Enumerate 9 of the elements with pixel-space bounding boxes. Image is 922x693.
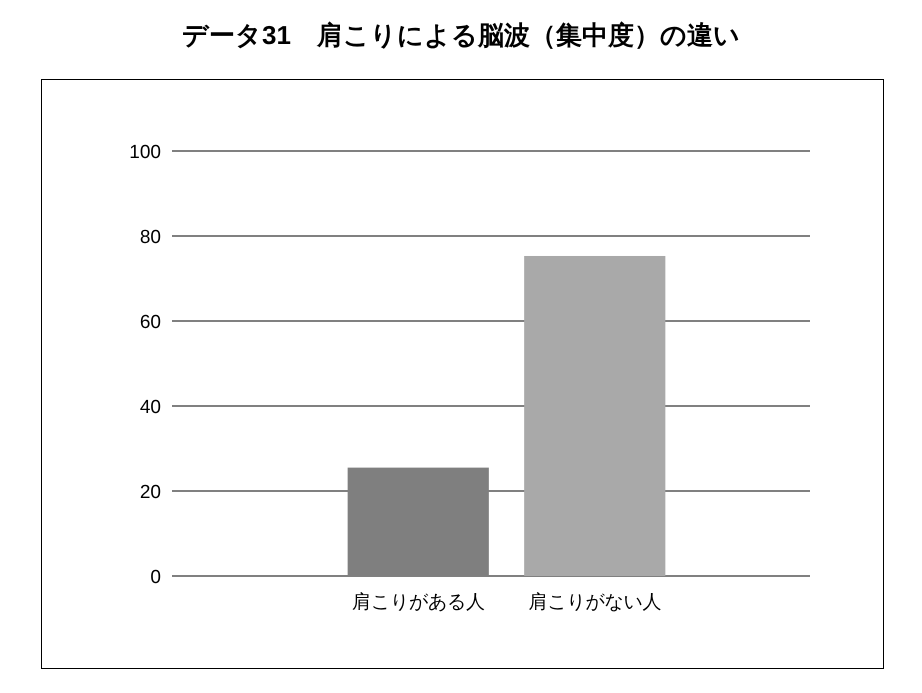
y-tick-label: 60 [140,312,161,333]
y-tick-label: 0 [150,567,161,588]
chart-title: データ31 肩こりによる脳波（集中度）の違い [182,20,740,50]
y-tick-label: 20 [140,482,161,503]
y-tick-label: 100 [129,142,161,163]
y-tick-label: 80 [140,227,161,248]
x-tick-label: 肩こりがない人 [528,591,662,613]
x-tick-label: 肩こりがある人 [352,591,485,613]
y-tick-label: 40 [140,397,161,418]
